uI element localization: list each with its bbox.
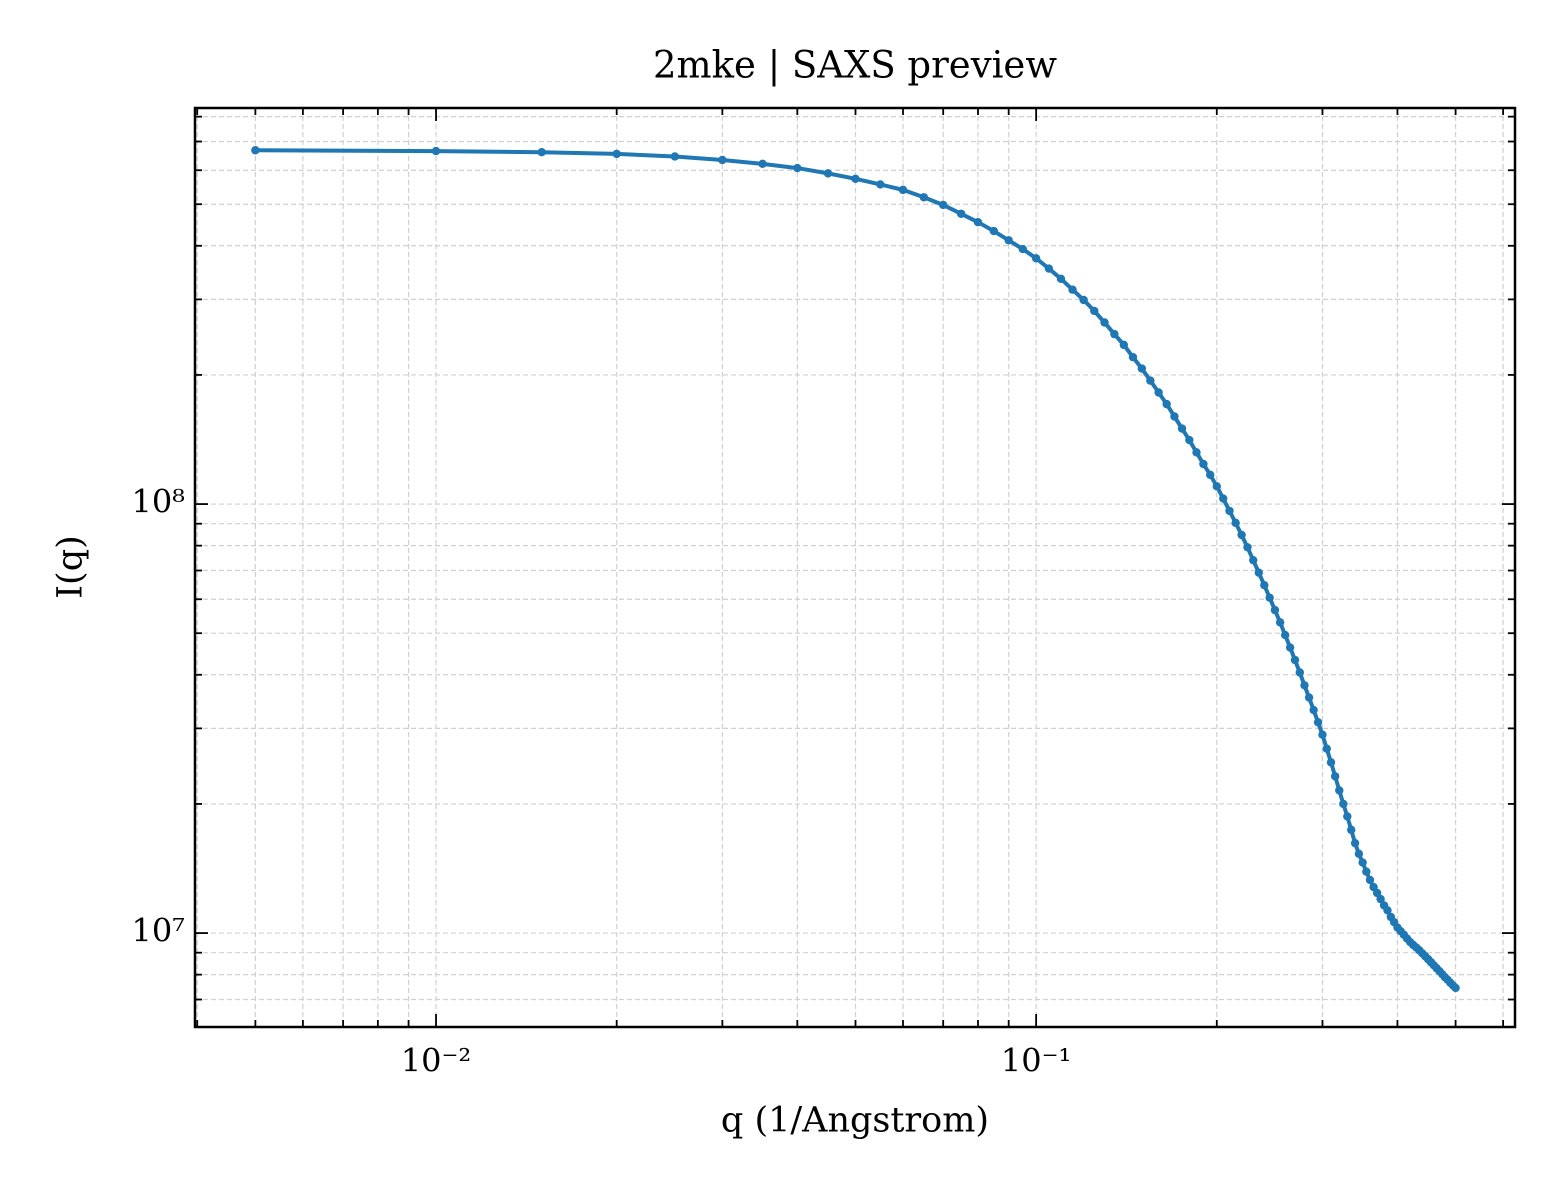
data-point — [1056, 274, 1066, 284]
data-point — [1146, 376, 1155, 385]
y-tick-label: 10⁷ — [131, 912, 185, 950]
data-point — [1322, 744, 1331, 753]
data-point — [793, 163, 802, 173]
data-point — [973, 217, 983, 227]
data-point — [1290, 655, 1300, 665]
data-point — [1110, 329, 1119, 339]
data-point — [1249, 555, 1258, 565]
data-point — [1004, 236, 1013, 245]
data-point — [1309, 705, 1318, 715]
data-point — [1154, 388, 1163, 397]
data-point — [1275, 618, 1285, 627]
data-point — [1237, 530, 1246, 540]
data-point — [1225, 506, 1234, 516]
data-point — [1335, 786, 1344, 795]
data-point — [1192, 448, 1201, 457]
data-point — [919, 193, 929, 202]
data-point — [1219, 494, 1228, 503]
data-point — [670, 152, 680, 161]
data-point — [1365, 875, 1375, 885]
data-point — [823, 169, 833, 178]
y-axis-label: I(q) — [51, 535, 91, 599]
data-point — [1383, 906, 1392, 915]
data-point — [1137, 364, 1147, 373]
data-point — [1044, 264, 1054, 273]
data-point — [1243, 543, 1252, 552]
data-point — [1313, 718, 1323, 727]
data-point — [1318, 730, 1327, 739]
data-point — [1362, 867, 1371, 876]
data-point — [1079, 295, 1088, 305]
data-point — [1300, 681, 1309, 690]
data-point — [1018, 244, 1027, 254]
data-point — [1031, 254, 1041, 263]
x-tick-label: 10⁻¹ — [1001, 1042, 1071, 1080]
data-point — [1451, 983, 1460, 993]
data-point — [1260, 580, 1269, 590]
data-point — [1090, 306, 1099, 316]
data-point — [718, 155, 727, 165]
data-point — [1205, 470, 1215, 480]
data-point — [1304, 693, 1314, 702]
data-point — [1295, 668, 1304, 677]
data-point — [1354, 849, 1364, 859]
data-point — [1343, 812, 1352, 821]
data-point — [431, 146, 441, 156]
data-point — [989, 226, 998, 236]
data-point — [938, 200, 948, 210]
y-tick-label: 10⁸ — [131, 483, 185, 521]
data-point — [1254, 568, 1264, 577]
data-point — [1347, 825, 1356, 835]
data-point — [1068, 285, 1077, 294]
chart-title: 2mke | SAXS preview — [653, 44, 1057, 87]
data-point — [956, 209, 966, 218]
data-point — [1128, 352, 1138, 362]
data-point — [758, 159, 767, 169]
data-point — [251, 146, 260, 155]
data-point — [1212, 482, 1221, 491]
data-point — [876, 180, 885, 189]
data-point — [1372, 888, 1382, 898]
data-point — [1100, 318, 1109, 327]
data-point — [1339, 799, 1348, 809]
data-point — [1265, 593, 1274, 602]
data-point — [1199, 459, 1208, 469]
data-point — [898, 185, 908, 195]
data-point — [1326, 758, 1336, 767]
x-axis-label: q (1/Angstrom) — [721, 1101, 989, 1141]
plot-frame — [193, 106, 1517, 1029]
data-point — [1170, 412, 1179, 421]
data-point — [1376, 894, 1385, 904]
data-point — [1280, 630, 1290, 640]
data-point — [1358, 858, 1367, 867]
data-point — [1177, 424, 1187, 433]
data-point — [1330, 772, 1340, 781]
data-point — [1231, 518, 1240, 528]
data-point — [1270, 605, 1280, 615]
data-point — [1162, 399, 1171, 409]
data-point — [1285, 643, 1295, 652]
data-point — [612, 149, 621, 159]
data-point — [1350, 838, 1360, 848]
data-point — [1185, 435, 1194, 445]
data-point — [1119, 340, 1129, 350]
x-tick-label: 10⁻² — [401, 1042, 471, 1080]
data-point — [851, 174, 860, 184]
data-point — [537, 148, 546, 157]
